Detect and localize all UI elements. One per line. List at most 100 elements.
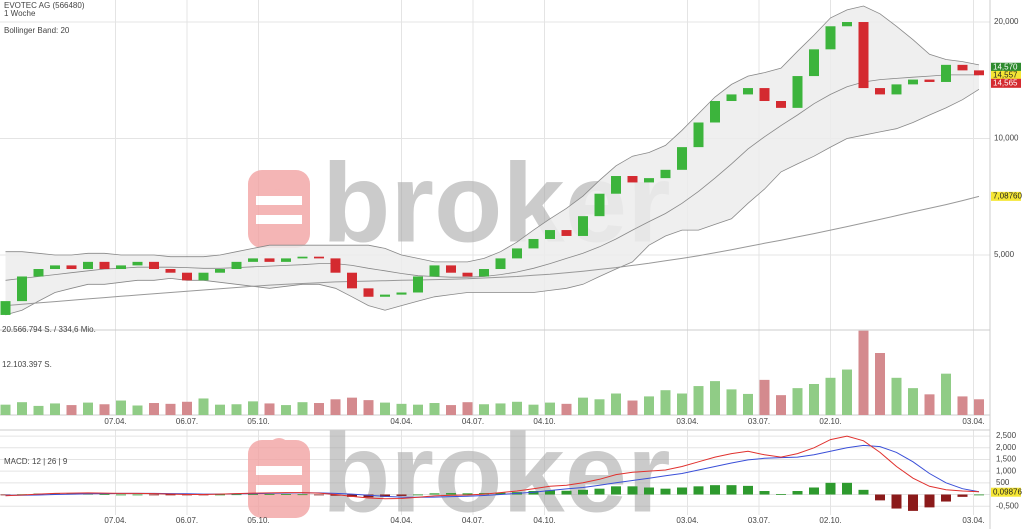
indicator-label: Bollinger Band: 20 xyxy=(4,26,70,35)
histogram-bar xyxy=(924,494,935,508)
histogram-bar xyxy=(50,493,60,495)
volume-bar xyxy=(528,404,539,415)
histogram-bar xyxy=(264,494,275,495)
volume-bar xyxy=(429,403,440,415)
histogram-bar xyxy=(380,494,390,497)
histogram-bar xyxy=(611,486,621,495)
volume-bar xyxy=(264,403,275,415)
price-marker-box xyxy=(991,70,1021,80)
volume-bar xyxy=(974,399,984,415)
histogram-bar xyxy=(776,494,786,495)
candle xyxy=(677,147,687,170)
volume-bar xyxy=(396,403,407,415)
candle xyxy=(908,79,918,85)
volume-bar xyxy=(413,404,423,415)
volume-bar xyxy=(776,395,786,415)
histogram-bar xyxy=(726,485,737,495)
histogram-bar xyxy=(809,487,819,495)
volume-bar xyxy=(479,404,489,415)
x-tick-label: 03.04. xyxy=(676,516,698,525)
candle xyxy=(726,94,737,102)
macd-line xyxy=(5,435,980,500)
x-tick-label: 02.10. xyxy=(819,417,841,426)
x-tick-label: 04.04. xyxy=(390,516,412,525)
volume-bar xyxy=(858,330,869,415)
histogram-bar xyxy=(363,494,374,498)
x-tick-label: 03.04. xyxy=(962,516,984,525)
candle xyxy=(660,169,671,179)
candle xyxy=(248,258,258,262)
x-tick-label: 03.07. xyxy=(748,516,770,525)
logo-cut xyxy=(256,215,302,224)
candle xyxy=(561,230,572,236)
volume-bar xyxy=(66,405,77,415)
candle xyxy=(264,258,275,262)
watermark: broker xyxy=(248,411,671,529)
bollinger-middle xyxy=(5,74,979,281)
y-tick-label: 2,500 xyxy=(996,431,1017,440)
volume-bar xyxy=(363,400,374,415)
watermark-text: broker xyxy=(322,411,671,529)
candle xyxy=(512,248,522,259)
histogram-bar xyxy=(545,490,555,495)
histogram-bar xyxy=(660,488,671,495)
y-tick-label: 1,500 xyxy=(996,455,1017,464)
candle xyxy=(99,261,110,270)
volume-bar xyxy=(578,397,588,415)
candle xyxy=(875,88,885,95)
candle xyxy=(83,261,93,270)
volume-bar xyxy=(99,404,110,415)
histogram-bar xyxy=(396,494,407,496)
candle xyxy=(116,265,126,270)
candle xyxy=(149,261,159,270)
candle xyxy=(611,176,621,194)
histogram-bar xyxy=(594,488,605,495)
candle xyxy=(644,178,654,183)
volume-bar xyxy=(149,403,159,415)
x-tick-label: 04.04. xyxy=(390,417,412,426)
histogram-bar xyxy=(297,494,308,496)
candle xyxy=(462,272,473,277)
histogram-bar xyxy=(149,494,159,496)
candle xyxy=(495,258,506,270)
candle xyxy=(545,230,555,239)
candle xyxy=(858,22,869,89)
candle xyxy=(330,258,341,273)
volume-bar xyxy=(743,393,753,415)
chart-title: EVOTEC AG (566480) xyxy=(4,1,85,10)
candle xyxy=(281,258,291,262)
histogram-bar xyxy=(165,494,176,496)
histogram-bar xyxy=(462,493,473,495)
volume-bar xyxy=(924,394,935,415)
histogram-bar xyxy=(561,490,572,495)
histogram-bar xyxy=(644,487,654,495)
volume-bar xyxy=(512,401,522,415)
logo xyxy=(248,440,310,518)
volume-bar xyxy=(297,402,308,415)
candle xyxy=(743,88,753,95)
candle xyxy=(941,64,951,82)
volume-bar xyxy=(462,402,473,415)
y-tick-label: 2,000 xyxy=(996,443,1017,452)
volume-bar xyxy=(116,400,126,415)
price-marker: 14,565 xyxy=(993,78,1018,87)
candle xyxy=(132,261,143,266)
candle xyxy=(528,238,539,249)
histogram-bar xyxy=(710,485,720,495)
x-tick-label: 03.04. xyxy=(676,417,698,426)
candle xyxy=(809,49,819,77)
volume-bar xyxy=(165,403,176,415)
x-tick-label: 06.07. xyxy=(176,417,198,426)
histogram-bar xyxy=(231,494,242,496)
sma-marker-box xyxy=(991,191,1021,201)
volume-bar xyxy=(182,401,192,415)
histogram-bar xyxy=(413,494,423,496)
histogram-bar xyxy=(446,493,456,495)
histogram-bar xyxy=(248,494,258,495)
logo-cut xyxy=(256,485,302,494)
volume-bar xyxy=(83,402,93,415)
x-tick-label: 04.10. xyxy=(533,417,555,426)
candle xyxy=(182,272,192,281)
y-tick-label: 1,000 xyxy=(996,466,1017,475)
volume-bar xyxy=(891,377,902,415)
